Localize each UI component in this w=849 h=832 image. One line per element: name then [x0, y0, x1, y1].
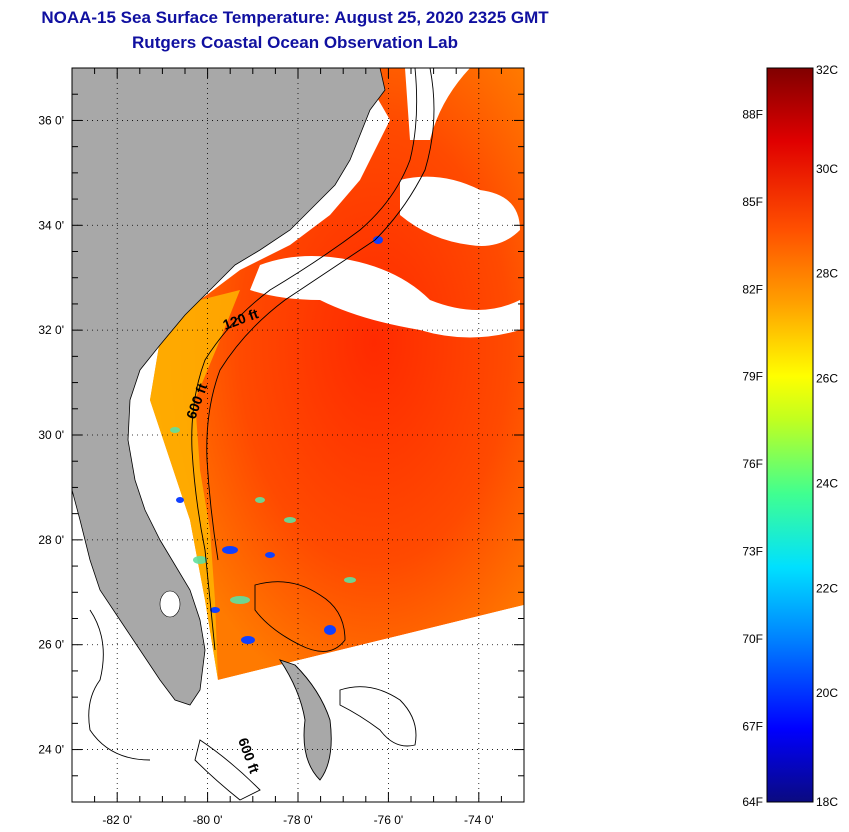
colorbar-f-label: 67F: [742, 719, 763, 733]
colorbar-celsius-labels: 32C 30C 28C 26C 24C 22C 20C 18C: [816, 63, 838, 809]
bahamas-shoals: [88, 581, 417, 801]
lat-tick-label: 32 0': [38, 323, 64, 337]
lat-tick-label: 36 0': [38, 113, 64, 127]
colorbar-fahrenheit-labels: 88F 85F 82F 79F 76F 73F 70F 67F 64F: [742, 108, 763, 809]
lat-tick-label: 26 0': [38, 638, 64, 652]
land-southeast-us: [72, 68, 386, 706]
longitude-labels: -82 0' -80 0' -78 0' -76 0' -74 0': [102, 813, 493, 827]
latitude-labels: 36 0' 34 0' 32 0' 30 0' 28 0' 26 0' 24 0': [38, 113, 64, 756]
lat-tick-label: 34 0': [38, 218, 64, 232]
lon-tick-label: -74 0': [464, 813, 494, 827]
colorbar-f-label: 88F: [742, 108, 763, 122]
axis-ticks: [71, 67, 525, 803]
colorbar-f-label: 76F: [742, 457, 763, 471]
colorbar-c-label: 32C: [816, 63, 838, 77]
lon-tick-label: -80 0': [193, 813, 223, 827]
lon-tick-label: -78 0': [283, 813, 313, 827]
colorbar-f-label: 79F: [742, 370, 763, 384]
colorbar-c-label: 18C: [816, 795, 838, 809]
lat-tick-label: 30 0': [38, 428, 64, 442]
colorbar-f-label: 70F: [742, 632, 763, 646]
cloud-cover: [218, 68, 524, 802]
colorbar: [766, 67, 814, 803]
lat-tick-label: 24 0': [38, 743, 64, 757]
colorbar-c-label: 20C: [816, 686, 838, 700]
colorbar-c-label: 28C: [816, 267, 838, 281]
map-subtitle: Rutgers Coastal Ocean Observation Lab: [132, 33, 458, 52]
depth-contours: [191, 68, 435, 651]
colorbar-f-label: 64F: [742, 795, 763, 809]
map-title: NOAA-15 Sea Surface Temperature: August …: [41, 8, 549, 27]
colorbar-c-label: 22C: [816, 581, 838, 595]
lon-tick-label: -82 0': [102, 813, 132, 827]
colorbar-f-label: 82F: [742, 282, 763, 296]
lake-okeechobee: [159, 590, 181, 618]
colorbar-c-label: 26C: [816, 372, 838, 386]
colorbar-c-label: 30C: [816, 162, 838, 176]
lon-tick-label: -76 0': [374, 813, 404, 827]
colorbar-f-label: 73F: [742, 545, 763, 559]
map-grid: [72, 68, 524, 802]
colorbar-c-label: 24C: [816, 476, 838, 490]
green-patches: [170, 427, 356, 604]
colorbar-f-label: 85F: [742, 195, 763, 209]
lat-tick-label: 28 0': [38, 533, 64, 547]
